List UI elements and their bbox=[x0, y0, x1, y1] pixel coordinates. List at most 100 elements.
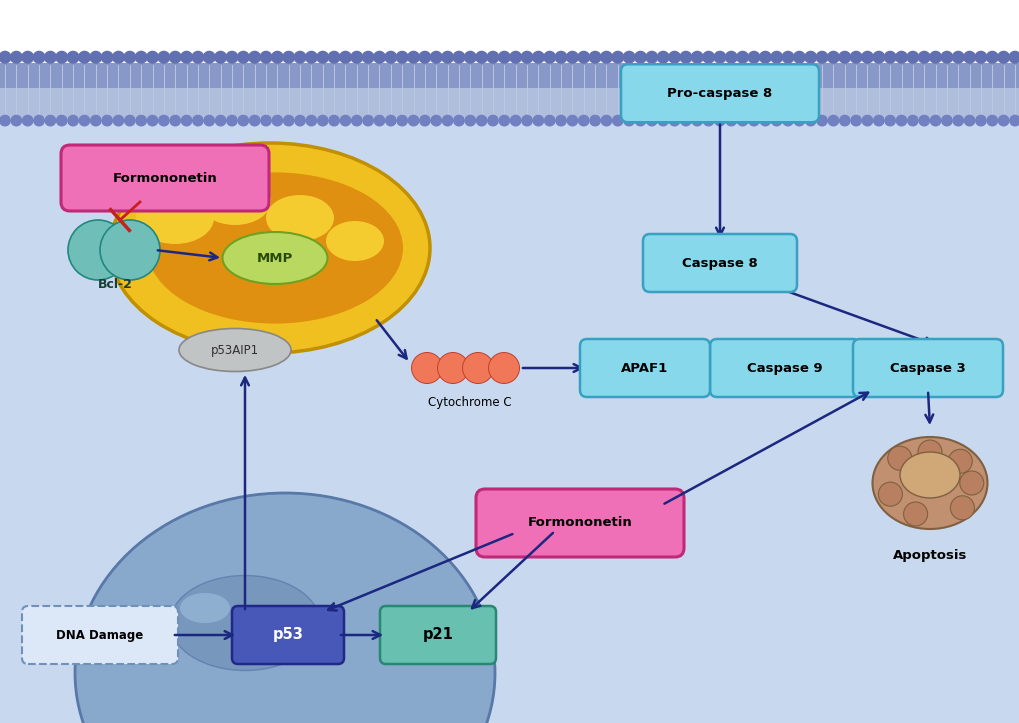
Circle shape bbox=[714, 116, 725, 126]
Circle shape bbox=[804, 51, 816, 63]
Circle shape bbox=[203, 51, 215, 63]
Circle shape bbox=[385, 116, 395, 126]
Bar bbox=[0, 59, 1019, 62]
Circle shape bbox=[948, 449, 971, 474]
Circle shape bbox=[941, 51, 952, 63]
Circle shape bbox=[56, 116, 67, 126]
Circle shape bbox=[113, 116, 123, 126]
FancyBboxPatch shape bbox=[380, 606, 495, 664]
FancyBboxPatch shape bbox=[476, 489, 684, 557]
Circle shape bbox=[872, 116, 883, 126]
Circle shape bbox=[680, 51, 691, 63]
Circle shape bbox=[510, 116, 521, 126]
Circle shape bbox=[737, 116, 747, 126]
Circle shape bbox=[462, 353, 493, 383]
Circle shape bbox=[215, 51, 226, 63]
Circle shape bbox=[917, 51, 929, 63]
Circle shape bbox=[759, 51, 770, 63]
Circle shape bbox=[498, 51, 510, 63]
Circle shape bbox=[384, 51, 396, 63]
Bar bbox=[0, 60, 1019, 62]
Text: Formononetin: Formononetin bbox=[112, 171, 217, 184]
Circle shape bbox=[884, 116, 895, 126]
FancyBboxPatch shape bbox=[621, 64, 818, 122]
Text: Caspase 3: Caspase 3 bbox=[890, 362, 965, 375]
Circle shape bbox=[68, 116, 78, 126]
Circle shape bbox=[703, 116, 713, 126]
Bar bbox=[0, 59, 1019, 62]
Circle shape bbox=[645, 51, 657, 63]
Circle shape bbox=[839, 116, 849, 126]
Circle shape bbox=[271, 51, 283, 63]
Ellipse shape bbox=[222, 232, 327, 284]
Circle shape bbox=[419, 116, 430, 126]
Circle shape bbox=[522, 116, 532, 126]
Bar bbox=[0, 63, 1019, 87]
Circle shape bbox=[929, 51, 941, 63]
Text: APAF1: APAF1 bbox=[621, 362, 668, 375]
Circle shape bbox=[861, 51, 872, 63]
Circle shape bbox=[488, 353, 519, 383]
Circle shape bbox=[793, 51, 804, 63]
Circle shape bbox=[883, 51, 895, 63]
Bar bbox=[0, 60, 1019, 63]
FancyBboxPatch shape bbox=[22, 606, 178, 664]
Circle shape bbox=[906, 51, 918, 63]
Circle shape bbox=[510, 51, 521, 63]
Circle shape bbox=[45, 51, 56, 63]
Bar bbox=[0, 59, 1019, 62]
Circle shape bbox=[567, 51, 578, 63]
Circle shape bbox=[691, 116, 702, 126]
Circle shape bbox=[328, 51, 339, 63]
Bar bbox=[0, 60, 1019, 62]
Circle shape bbox=[453, 116, 464, 126]
Circle shape bbox=[124, 116, 135, 126]
Circle shape bbox=[589, 116, 600, 126]
Circle shape bbox=[872, 51, 883, 63]
Circle shape bbox=[487, 51, 498, 63]
Circle shape bbox=[839, 51, 850, 63]
Ellipse shape bbox=[199, 177, 271, 225]
Circle shape bbox=[192, 51, 204, 63]
Circle shape bbox=[362, 51, 374, 63]
Circle shape bbox=[657, 51, 668, 63]
Circle shape bbox=[816, 116, 826, 126]
Circle shape bbox=[237, 116, 249, 126]
Circle shape bbox=[181, 116, 192, 126]
Bar bbox=[0, 59, 1019, 62]
Text: MMP: MMP bbox=[257, 252, 292, 265]
Circle shape bbox=[498, 116, 510, 126]
Circle shape bbox=[680, 116, 691, 126]
Bar bbox=[0, 59, 1019, 61]
Circle shape bbox=[437, 353, 468, 383]
Circle shape bbox=[985, 51, 998, 63]
Circle shape bbox=[283, 116, 293, 126]
Bar bbox=[0, 60, 1019, 63]
Circle shape bbox=[306, 51, 317, 63]
Bar bbox=[0, 87, 1019, 118]
Circle shape bbox=[770, 51, 782, 63]
Circle shape bbox=[974, 51, 985, 63]
Circle shape bbox=[896, 116, 906, 126]
FancyBboxPatch shape bbox=[61, 145, 269, 211]
Circle shape bbox=[204, 116, 214, 126]
Bar bbox=[0, 59, 1019, 62]
Circle shape bbox=[963, 51, 974, 63]
Circle shape bbox=[589, 51, 600, 63]
Circle shape bbox=[339, 51, 351, 63]
FancyBboxPatch shape bbox=[642, 234, 796, 292]
Bar bbox=[0, 60, 1019, 63]
Circle shape bbox=[363, 116, 373, 126]
Bar bbox=[0, 60, 1019, 62]
Circle shape bbox=[624, 116, 634, 126]
Circle shape bbox=[100, 220, 160, 280]
Circle shape bbox=[136, 51, 147, 63]
Circle shape bbox=[861, 116, 872, 126]
Circle shape bbox=[147, 51, 158, 63]
Bar bbox=[0, 59, 1019, 61]
Ellipse shape bbox=[179, 593, 229, 623]
Bar bbox=[0, 59, 1019, 62]
Circle shape bbox=[963, 116, 974, 126]
Circle shape bbox=[918, 116, 928, 126]
Circle shape bbox=[544, 116, 554, 126]
